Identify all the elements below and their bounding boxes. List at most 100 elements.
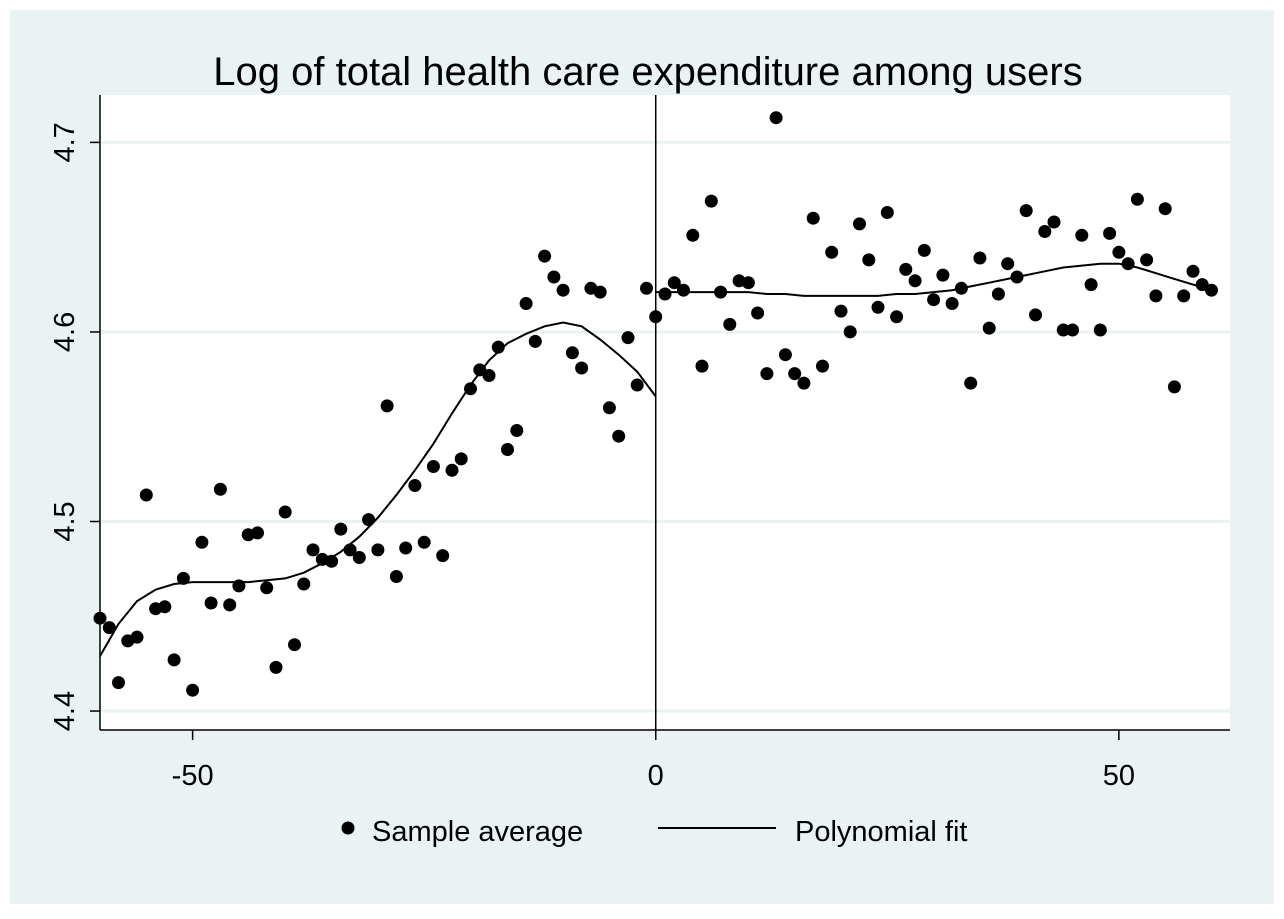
data-point: [362, 513, 376, 527]
legend-label-polynomial-fit: Polynomial fit: [795, 816, 967, 848]
legend: Sample average Polynomial fit: [341, 816, 967, 848]
data-point: [139, 488, 153, 502]
data-point: [714, 285, 728, 299]
data-point: [630, 378, 644, 392]
data-point: [936, 268, 950, 282]
data-point: [417, 535, 431, 549]
data-point: [501, 443, 514, 456]
data-point: [778, 348, 792, 362]
x-tick-label: -50: [172, 760, 214, 792]
data-point: [371, 543, 385, 557]
data-point: [964, 376, 978, 390]
polynomial-fit-lines: [99, 262, 1212, 657]
data-point: [825, 245, 839, 259]
data-point: [288, 638, 301, 652]
data-point: [1093, 323, 1107, 337]
data-point: [454, 452, 468, 466]
data-point: [464, 382, 477, 396]
data-point: [945, 297, 959, 310]
data-point: [908, 274, 922, 288]
data-point: [862, 253, 876, 267]
axes: 4.4 4.5 4.6 4.7 -50 0 50: [49, 95, 1230, 792]
data-point: [1158, 202, 1172, 216]
data-point: [297, 577, 311, 591]
data-point: [880, 206, 894, 219]
data-point: [621, 331, 635, 345]
legend-marker-sample-average: [341, 821, 355, 835]
data-point: [445, 463, 459, 477]
data-point: [843, 325, 857, 339]
data-point: [232, 579, 246, 593]
data-point: [1103, 226, 1117, 240]
plot-area: [100, 95, 1230, 730]
data-point: [278, 505, 292, 519]
data-point: [973, 251, 987, 265]
data-point: [112, 676, 125, 690]
data-point: [612, 429, 626, 443]
data-point: [1056, 323, 1070, 337]
data-point: [1205, 283, 1218, 297]
data-point: [426, 460, 440, 473]
data-point: [491, 340, 505, 354]
data-point: [1029, 308, 1042, 322]
data-point: [1001, 257, 1015, 271]
y-tick-label: 4.4: [49, 691, 81, 731]
data-point: [899, 262, 913, 276]
data-point: [102, 621, 116, 635]
data-point: [704, 194, 718, 208]
data-point: [760, 367, 774, 381]
data-point: [538, 249, 552, 263]
data-point: [1084, 278, 1098, 292]
data-point: [667, 276, 681, 290]
data-point: [556, 283, 570, 297]
data-point: [649, 310, 663, 324]
data-point: [890, 310, 904, 324]
data-point: [769, 111, 783, 125]
sample-average-points: [93, 111, 1218, 697]
data-point: [695, 359, 709, 373]
x-tick-label: 0: [648, 760, 664, 792]
data-point: [1140, 253, 1154, 267]
data-point: [1121, 257, 1135, 271]
data-point: [1167, 380, 1181, 394]
gridlines: [100, 140, 1230, 713]
data-point: [482, 369, 496, 382]
data-point: [1149, 289, 1163, 303]
data-point: [1177, 289, 1191, 303]
data-point: [788, 367, 802, 381]
data-point: [954, 281, 968, 295]
data-point: [602, 401, 616, 415]
data-point: [1010, 270, 1024, 284]
x-tick-label: 50: [1103, 760, 1135, 792]
data-point: [195, 535, 209, 549]
data-point: [1075, 228, 1089, 242]
data-point: [519, 297, 533, 310]
chart-title: Log of total health care expenditure amo…: [213, 50, 1082, 94]
legend-label-sample-average: Sample average: [372, 816, 583, 848]
data-point: [176, 571, 190, 585]
data-point: [408, 479, 422, 492]
data-point: [640, 281, 653, 295]
data-point: [223, 598, 237, 612]
data-point: [917, 243, 931, 257]
data-point: [306, 543, 320, 557]
data-point: [806, 211, 820, 225]
data-point: [186, 683, 200, 697]
data-point: [528, 334, 542, 348]
data-point: [352, 551, 366, 564]
data-point: [658, 287, 672, 301]
data-point: [436, 549, 450, 563]
data-point: [213, 482, 227, 496]
data-point: [325, 554, 339, 568]
data-point: [982, 321, 996, 335]
data-point: [389, 570, 403, 583]
fit-segment-right: [655, 262, 1212, 297]
data-point: [1186, 264, 1200, 278]
data-point: [510, 424, 524, 437]
data-point: [130, 630, 144, 644]
data-point: [927, 293, 941, 307]
data-point: [547, 270, 561, 284]
data-point: [343, 543, 357, 557]
